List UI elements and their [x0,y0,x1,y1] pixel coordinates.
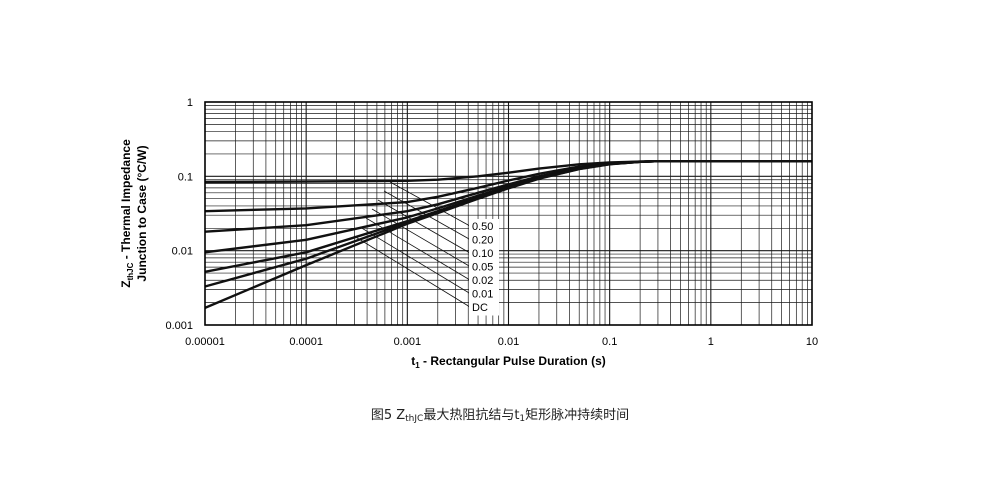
x-tick-label: 0.01 [498,336,519,348]
legend-connector [377,199,471,254]
y-tick-label: 0.1 [178,171,193,183]
y-tick-label: 0.01 [172,246,193,258]
caption-suffix: 矩形脉冲持续时间 [525,408,630,423]
figure-caption: 图5 ZthJC最大热阻抗结与t1矩形脉冲持续时间 [0,404,1000,424]
legend-label: 0.02 [472,275,493,287]
y-axis-title-line1: ZthJC - Thermal Impedance [119,139,135,288]
caption-middle: 最大热阻抗结与t [423,408,520,423]
legend-label: 0.01 [472,289,493,301]
legend-label: 0.05 [472,262,493,274]
y-tick-label: 1 [187,97,193,109]
legend-label: 0.20 [472,235,493,247]
legend-connector [365,217,471,281]
legend-connector [389,181,471,227]
x-tick-label: 0.001 [394,336,422,348]
tick-labels: 0.00001 0.0001 0.001 0.01 0.1 1 10 0.001 0.01 0.1… [165,97,818,348]
legend-label: 0.50 [472,221,493,233]
legend-connector [353,235,471,308]
legend-connector [371,208,471,267]
curve-DC [204,159,812,310]
caption-subscript: thJC [405,414,424,424]
x-tick-label: 1 [708,336,714,348]
y-axis-title-line2: Junction to Case (°C/W) [135,145,149,281]
legend-connector [359,226,471,294]
legend-label: DC [472,302,488,314]
x-tick-label: 0.1 [602,336,617,348]
curves [204,159,812,310]
grid-lines [205,102,812,325]
y-tick-label: 0.001 [165,320,193,332]
caption-prefix: 图5 Z [370,408,406,423]
x-axis-title: t1 - Rectangular Pulse Duration (s) [411,354,605,370]
caption-subscript-2: 1 [519,414,526,424]
x-tick-label: 0.00001 [185,336,225,348]
legend-label: 0.10 [472,248,493,260]
x-tick-label: 0.0001 [289,336,323,348]
legend-box [469,219,499,316]
plot-frame [204,101,813,326]
y-axis-title: ZthJC - Thermal Impedance Junction to Ca… [119,139,149,288]
x-tick-label: 10 [806,336,818,348]
